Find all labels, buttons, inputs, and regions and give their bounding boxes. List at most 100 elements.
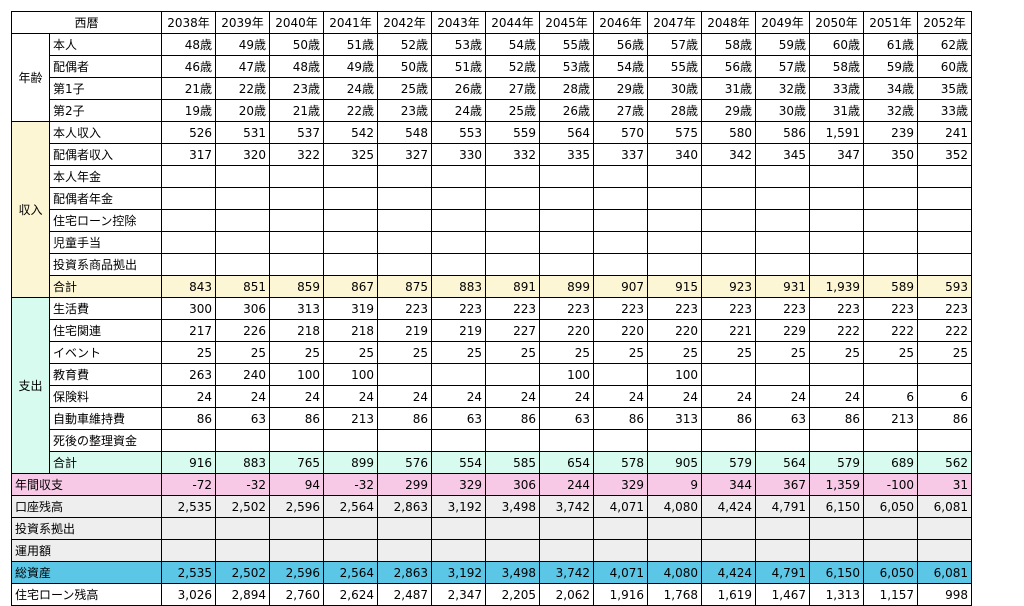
row-label: 合計 [49, 451, 162, 474]
value-cell [539, 209, 594, 232]
value-cell: 2,564 [323, 495, 378, 518]
value-cell [485, 187, 540, 210]
value-cell [269, 253, 324, 276]
value-cell [701, 187, 756, 210]
value-cell: 299 [377, 473, 432, 496]
table-row: 合計 843 851 859 867 875 883 891 899 907 915 923 931 1,… [12, 275, 972, 298]
value-cell: 4,071 [593, 495, 648, 518]
value-cell: 30歳 [755, 99, 810, 122]
value-cell: 86 [377, 407, 432, 430]
value-cell: 60歳 [917, 55, 972, 78]
value-cell: -72 [161, 473, 216, 496]
value-cell: 859 [269, 275, 324, 298]
value-cell: 53歳 [539, 55, 594, 78]
value-cell: 22歳 [323, 99, 378, 122]
value-cell: 86 [917, 407, 972, 430]
value-cell: 49歳 [215, 33, 270, 56]
value-cell [701, 165, 756, 188]
value-cell [431, 165, 486, 188]
value-cell: 223 [863, 297, 918, 320]
row-label: 教育費 [49, 363, 162, 386]
value-cell: 2,347 [431, 583, 486, 606]
row-label: 本人年金 [49, 165, 162, 188]
value-cell: 883 [215, 451, 270, 474]
value-cell: 55歳 [647, 55, 702, 78]
year-header: 2046年 [593, 11, 648, 34]
value-cell: 86 [809, 407, 864, 430]
value-cell: 585 [485, 451, 540, 474]
row-label: 投資系拠出 [11, 517, 162, 540]
value-cell: 62歳 [917, 33, 972, 56]
value-cell: 654 [539, 451, 594, 474]
table-row: 保険料 24 24 24 24 24 24 24 24 24 24 24 24 24 6 6 [12, 385, 972, 408]
value-cell [755, 517, 810, 540]
row-label: 住宅関連 [49, 319, 162, 342]
value-cell: 63 [215, 407, 270, 430]
row-label: 投資系商品拠出 [49, 253, 162, 276]
value-cell: 54歳 [485, 33, 540, 56]
value-cell: 58歳 [809, 55, 864, 78]
value-cell: 325 [323, 143, 378, 166]
row-label: 配偶者 [49, 55, 162, 78]
year-header: 2052年 [917, 11, 972, 34]
row-label: 自動車維持費 [49, 407, 162, 430]
value-cell: 3,192 [431, 561, 486, 584]
table-row: 合計 916 883 765 899 576 554 585 654 578 905 579 564 57… [12, 451, 972, 474]
value-cell: 6,050 [863, 495, 918, 518]
value-cell: 100 [269, 363, 324, 386]
value-cell: 227 [485, 319, 540, 342]
value-cell: 2,894 [215, 583, 270, 606]
value-cell: 6 [863, 385, 918, 408]
value-cell: 48歳 [269, 55, 324, 78]
row-label: 配偶者収入 [49, 143, 162, 166]
value-cell: 52歳 [485, 55, 540, 78]
value-cell: 58歳 [701, 33, 756, 56]
value-cell: 24歳 [323, 77, 378, 100]
value-cell: 342 [701, 143, 756, 166]
value-cell: 23歳 [269, 77, 324, 100]
value-cell [485, 165, 540, 188]
value-cell: 335 [539, 143, 594, 166]
value-cell [863, 187, 918, 210]
value-cell [215, 429, 270, 452]
value-cell [863, 429, 918, 452]
table-row: 住宅関連 217 226 218 218 219 219 227 220 220 220 221 229… [12, 319, 972, 342]
row-label: 総資産 [11, 561, 162, 584]
value-cell: 765 [269, 451, 324, 474]
value-cell [755, 363, 810, 386]
value-cell [323, 429, 378, 452]
value-cell: 317 [161, 143, 216, 166]
value-cell: 24 [161, 385, 216, 408]
value-cell [701, 253, 756, 276]
value-cell: -100 [863, 473, 918, 496]
value-cell [647, 165, 702, 188]
value-cell [215, 165, 270, 188]
value-cell [755, 209, 810, 232]
value-cell [647, 253, 702, 276]
table-row: 自動車維持費 86 63 86 213 86 63 86 63 86 313 86 63 86 213 86 [12, 407, 972, 430]
value-cell [485, 429, 540, 452]
value-cell [701, 429, 756, 452]
value-cell: 4,080 [647, 495, 702, 518]
value-cell [431, 187, 486, 210]
value-cell [809, 231, 864, 254]
value-cell: 46歳 [161, 55, 216, 78]
value-cell: 226 [215, 319, 270, 342]
value-cell [269, 165, 324, 188]
value-cell: 61歳 [863, 33, 918, 56]
value-cell: 100 [539, 363, 594, 386]
value-cell: 20歳 [215, 99, 270, 122]
value-cell: 6 [917, 385, 972, 408]
value-cell: 50歳 [269, 33, 324, 56]
value-cell [593, 429, 648, 452]
value-cell: 32歳 [863, 99, 918, 122]
value-cell: 579 [809, 451, 864, 474]
value-cell: 218 [323, 319, 378, 342]
row-label: 年間収支 [11, 473, 162, 496]
value-cell [755, 429, 810, 452]
value-cell [917, 363, 972, 386]
value-cell: 223 [377, 297, 432, 320]
row-label: 合計 [49, 275, 162, 298]
value-cell [863, 517, 918, 540]
value-cell: 4,424 [701, 495, 756, 518]
